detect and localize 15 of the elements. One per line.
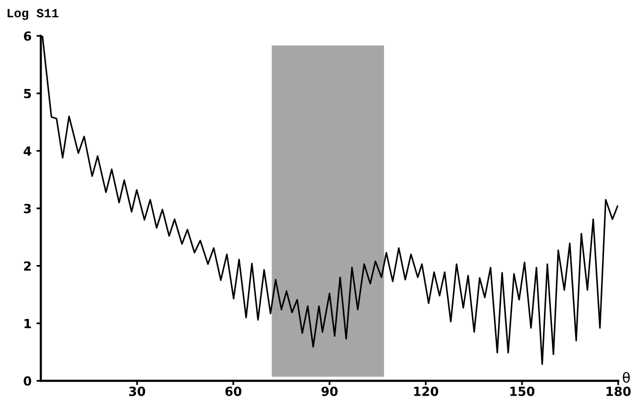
x-tick-label: 60: [225, 386, 242, 396]
x-tick-label: 30: [129, 386, 146, 396]
x-tick-label: 120: [414, 386, 438, 396]
y-tick-label: 6: [24, 31, 32, 41]
x-tick-label: 90: [321, 386, 338, 396]
x-tick-label: 180: [606, 386, 631, 396]
y-tick-label: 0: [24, 376, 32, 386]
y-tick-label: 4: [24, 146, 32, 156]
y-tick-label: 1: [24, 318, 31, 328]
y-axis-title: Log S11: [8, 8, 58, 20]
y-tick-label: 5: [24, 88, 31, 98]
y-tick-label: 2: [24, 261, 31, 271]
x-tick-label: 150: [510, 386, 534, 396]
x-axis-title: θ: [622, 372, 630, 383]
y-tick-label: 3: [24, 204, 31, 214]
